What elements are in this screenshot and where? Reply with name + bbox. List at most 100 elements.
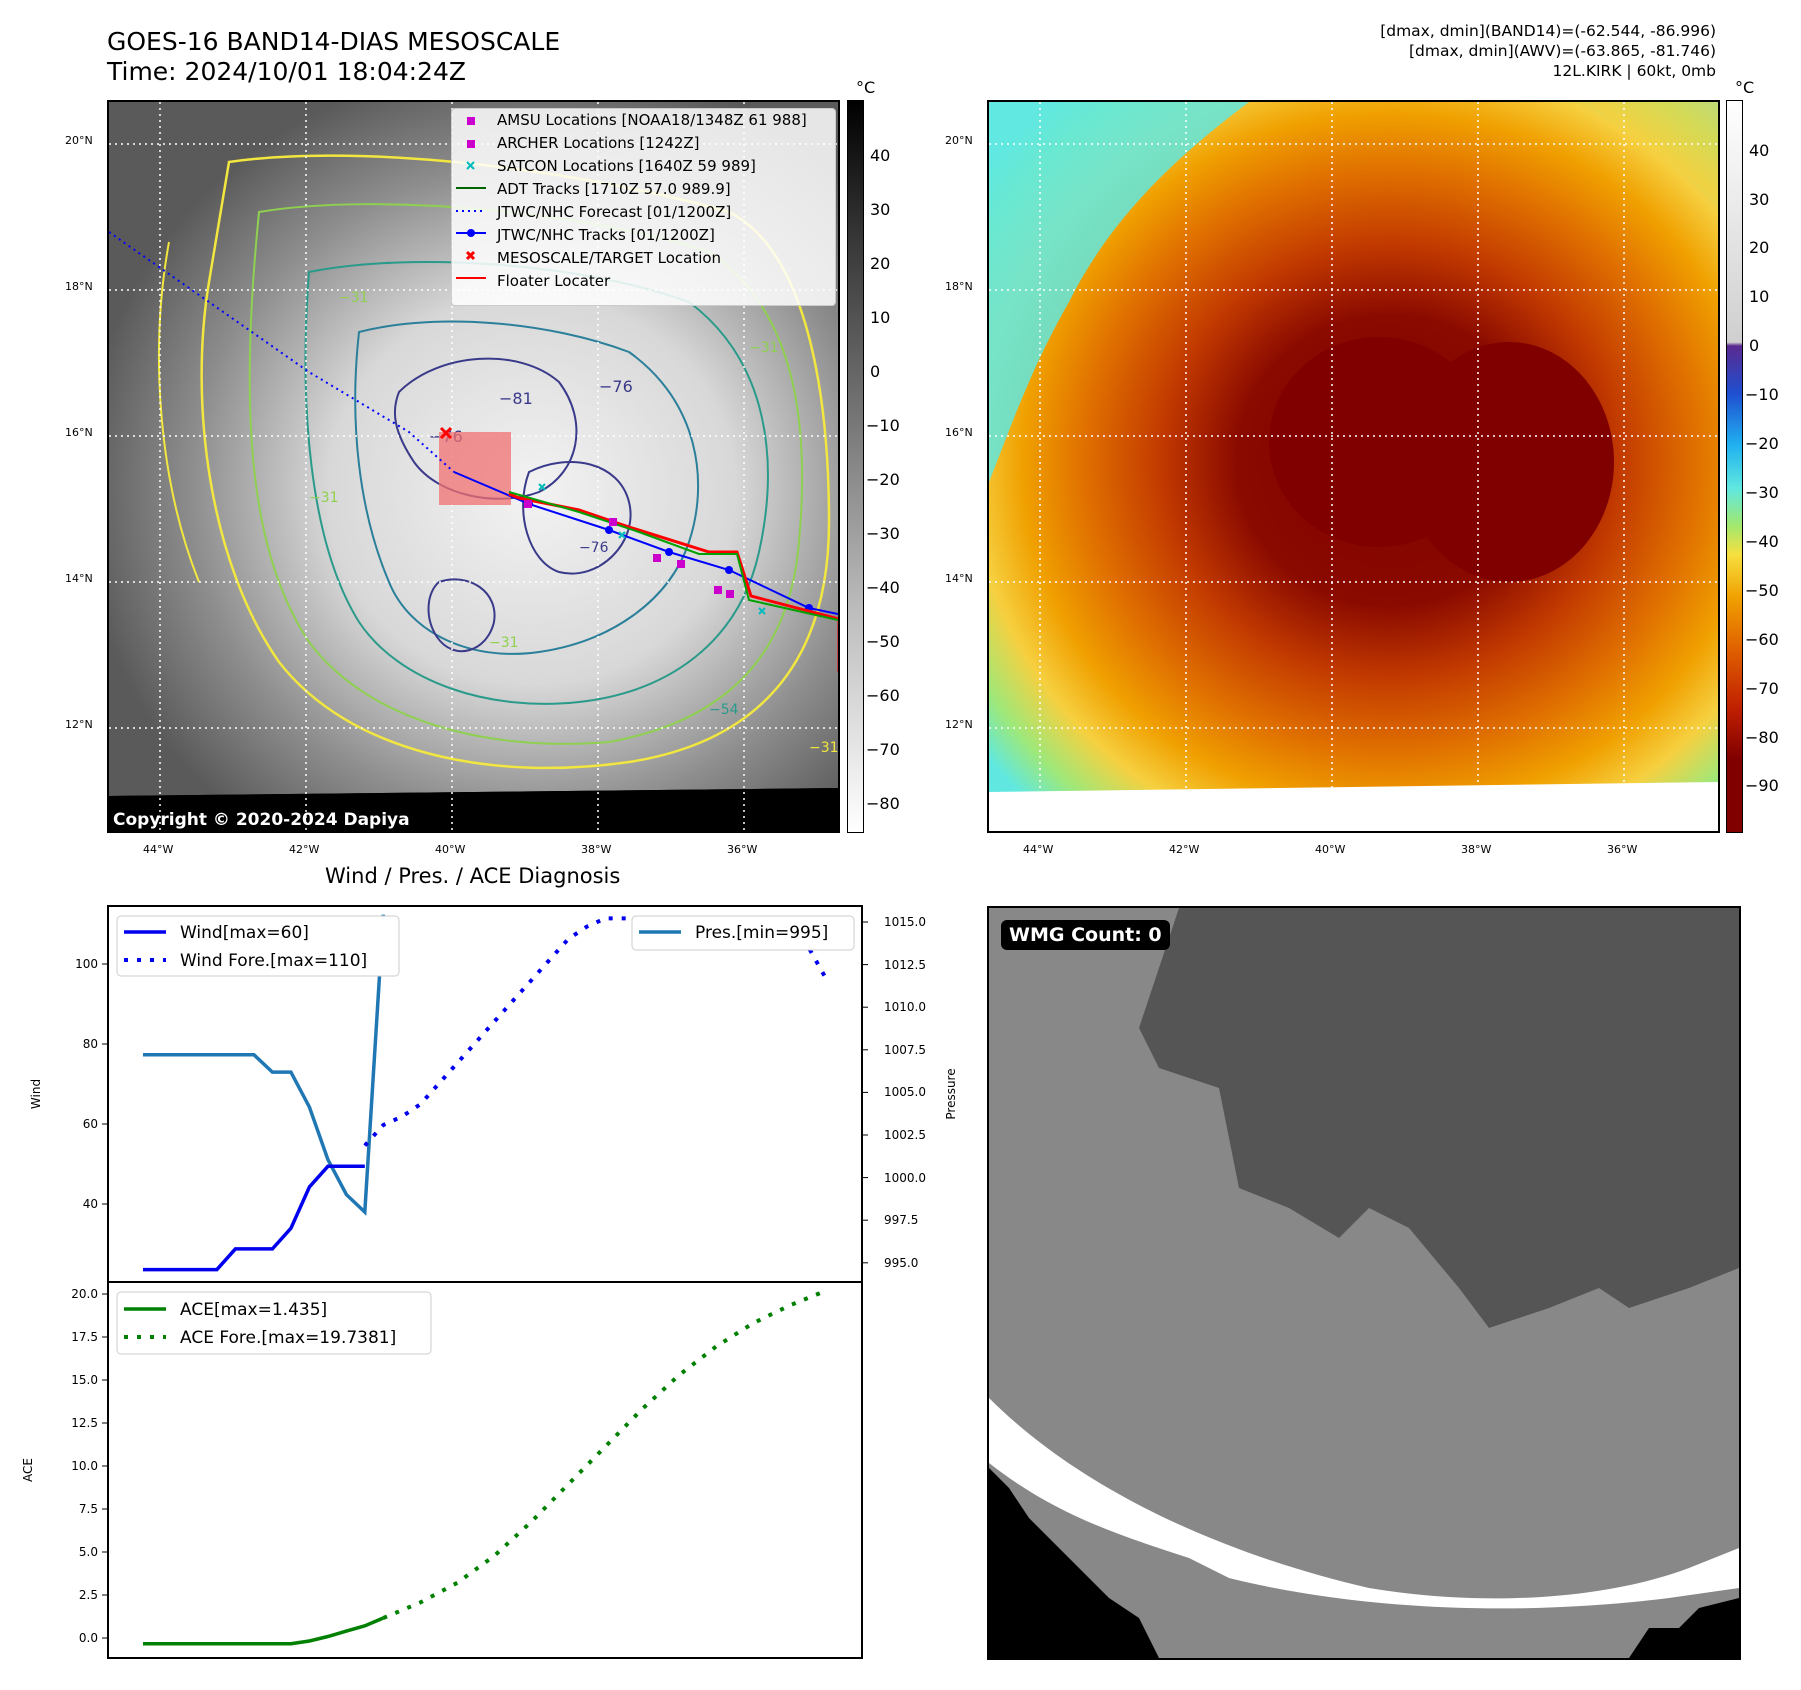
ir-colorbar [847,100,864,833]
wmg-panel: WMG Count: 0 [987,906,1741,1660]
wind-tick-label: 100 [75,957,98,971]
lon-label: 42°W [1169,843,1200,856]
lon-label: 40°W [1315,843,1346,856]
wmg-count-badge: WMG Count: 0 [1001,920,1170,950]
legend-wind-fore: Wind Fore.[max=110] [180,951,367,971]
pressure-tick-label: 1002.5 [884,1128,926,1142]
lat-label: 14°N [65,572,93,585]
lon-label: 38°W [581,843,612,856]
ace-tick-label: 10.0 [71,1459,98,1473]
colorbar-tick: −60 [1745,630,1779,649]
contour-blue [354,320,700,655]
pressure-legend: Pres.[min=995] [631,915,855,951]
amsu-legend-icon [467,117,475,125]
lat-label: 18°N [65,280,93,293]
contour-navy-2 [522,461,632,575]
enhanced-gridlines [989,102,1718,831]
lat-label: 20°N [65,134,93,147]
info-storm: 12L.KIRK | 60kt, 0mb [1552,62,1716,80]
lat-label: 16°N [65,426,93,439]
lon-label: 42°W [289,843,320,856]
ace-tick-label: 0.0 [79,1631,98,1645]
wind-tick-label: 40 [83,1197,98,1211]
diagnosis-title: Wind / Pres. / ACE Diagnosis [325,864,621,888]
legend-pres: Pres.[min=995] [695,923,828,943]
colorbar-tick: −70 [1745,679,1779,698]
colorbar-tick: −20 [1745,434,1779,453]
enhanced-ir-map [989,102,1718,831]
ace-plot-frame [107,1281,863,1659]
colorbar-tick: −50 [866,632,900,651]
pressure-tick-label: 1005.0 [884,1085,926,1099]
wmg-black-region-left [989,1468,1159,1658]
legend-ace: ACE[max=1.435] [180,1300,327,1320]
colorbar-tick: 0 [1749,336,1760,355]
colorbar-tick: −40 [1745,532,1779,551]
adt-track [508,491,838,621]
colorbar-tick: 30 [870,200,891,219]
contour-navy-3 [427,578,496,653]
pressure-tick-label: 1007.5 [884,1043,926,1057]
colorbar-tick: −70 [866,740,900,759]
pressure-tick-label: 995.0 [884,1256,918,1270]
colorbar-tick: 40 [870,146,891,165]
lat-label: 20°N [945,134,973,147]
colorbar-tick: 20 [870,254,891,273]
pressure-tick-label: 1000.0 [884,1171,926,1185]
contour-yellow-outer [158,241,200,583]
info-awv: [dmax, dmin](AWV)=(-63.865, -81.746) [1409,42,1716,60]
legend-archer: ARCHER Locations [1242Z] [497,134,700,152]
contour-label: −76 [579,540,609,556]
floater-box [439,432,511,505]
pressure-tick-label: 1015.0 [884,915,926,929]
ace-tick-label: 5.0 [79,1545,98,1559]
legend-amsu: AMSU Locations [NOAA18/1348Z 61 988] [497,111,807,129]
colorbar-tick: 10 [1749,287,1770,306]
map-legend: AMSU Locations [NOAA18/1348Z 61 988] ARC… [451,108,836,306]
wmg-dark-region [1139,908,1739,1328]
ace-axis-label: ACE [21,1458,35,1482]
ace-tick-label: 17.5 [71,1330,98,1344]
contour-label: −31 [309,490,339,506]
contour-label: −31 [809,740,838,756]
lat-label: 16°N [945,426,973,439]
lon-label: 36°W [727,843,758,856]
jtwc-legend-icon [456,229,486,237]
pressure-tick-label: 1010.0 [884,1000,926,1014]
colorbar-tick: −40 [866,578,900,597]
contour-label: −76 [599,377,633,396]
ace-tick-label: 20.0 [71,1287,98,1301]
ace-axis: 20.0 17.5 15.0 12.5 10.0 7.5 5.0 2.5 0.0 [71,1287,108,1645]
legend-wind: Wind[max=60] [180,923,309,943]
target-marker [439,426,453,440]
info-band14: [dmax, dmin](BAND14)=(-62.544, -86.996) [1380,22,1716,40]
colorbar-unit: °C [856,78,876,97]
colorbar-tick: 40 [1749,141,1770,160]
colorbar-tick: −30 [866,524,900,543]
contour-label: −31 [749,340,779,356]
wind-tick-label: 60 [83,1117,98,1131]
floater-locater-track [508,492,838,672]
pressure-line [143,914,386,1216]
ace-tick-label: 12.5 [71,1416,98,1430]
colorbar-tick: 30 [1749,190,1770,209]
ace-line [143,1616,384,1646]
ir-map-panel: −81 −76 −76 −54 −31 −31 −31 −31 −76 −31 [107,100,840,833]
wind-line [143,1164,365,1272]
colorbar-tick: 0 [870,362,881,381]
legend-ace-fore: ACE Fore.[max=19.7381] [180,1328,396,1348]
colorbar-tick: −30 [1745,483,1779,502]
legend-floater: Floater Locater [497,272,611,290]
ace-forecast-line [382,1288,828,1620]
legend-target: MESOSCALE/TARGET Location [497,249,722,267]
copyright-text: Copyright © 2020-2024 Dapiya [113,810,410,830]
target-legend-icon [465,250,476,261]
legend-forecast: JTWC/NHC Forecast [01/1200Z] [497,203,732,221]
colorbar-tick: −20 [866,470,900,489]
ace-tick-label: 15.0 [71,1373,98,1387]
lon-label: 36°W [1607,843,1638,856]
wind-axis: 100 80 60 40 [75,957,108,1211]
wind-forecast-line [363,916,829,1147]
ace-tick-label: 2.5 [79,1588,98,1602]
lat-label: 18°N [945,280,973,293]
